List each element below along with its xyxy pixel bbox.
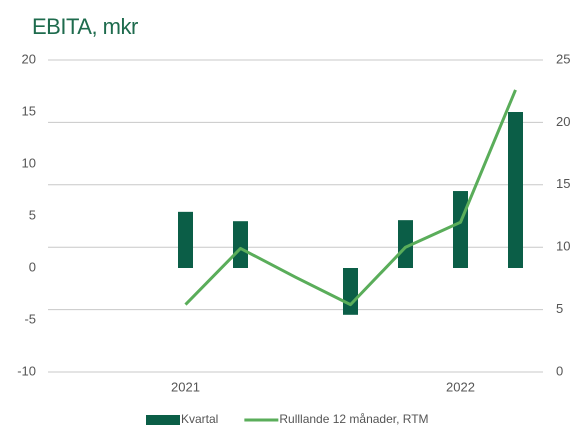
y-tick-label: -10: [17, 363, 36, 378]
legend-swatch: [146, 415, 180, 425]
bar: [178, 211, 193, 268]
bar: [453, 191, 468, 268]
line: [184, 89, 517, 307]
y2-tick-label: 5: [556, 301, 563, 316]
y-tick-label: 5: [29, 207, 36, 222]
bar: [398, 220, 413, 268]
y2-tick-label: 15: [556, 176, 570, 191]
y2-tick-label: 20: [556, 114, 570, 129]
x-tick-label: 2021: [171, 379, 200, 394]
chart-title: EBITA, mkr: [32, 14, 138, 39]
y-tick-label: 20: [22, 51, 36, 66]
y-tick-label: 0: [29, 259, 36, 274]
x-tick-label: 2022: [446, 379, 475, 394]
legend-label: Rulllande 12 månader, RTM: [279, 412, 428, 426]
y2-tick-label: 25: [556, 51, 570, 66]
y2-tick-label: 0: [556, 363, 563, 378]
y-tick-label: 15: [22, 103, 36, 118]
y-tick-label: -5: [24, 311, 36, 326]
bar: [343, 268, 358, 315]
bar: [508, 112, 523, 268]
y-tick-label: 10: [22, 155, 36, 170]
bar: [233, 221, 248, 268]
y2-tick-label: 10: [556, 239, 570, 254]
legend-label: Kvartal: [181, 412, 218, 426]
